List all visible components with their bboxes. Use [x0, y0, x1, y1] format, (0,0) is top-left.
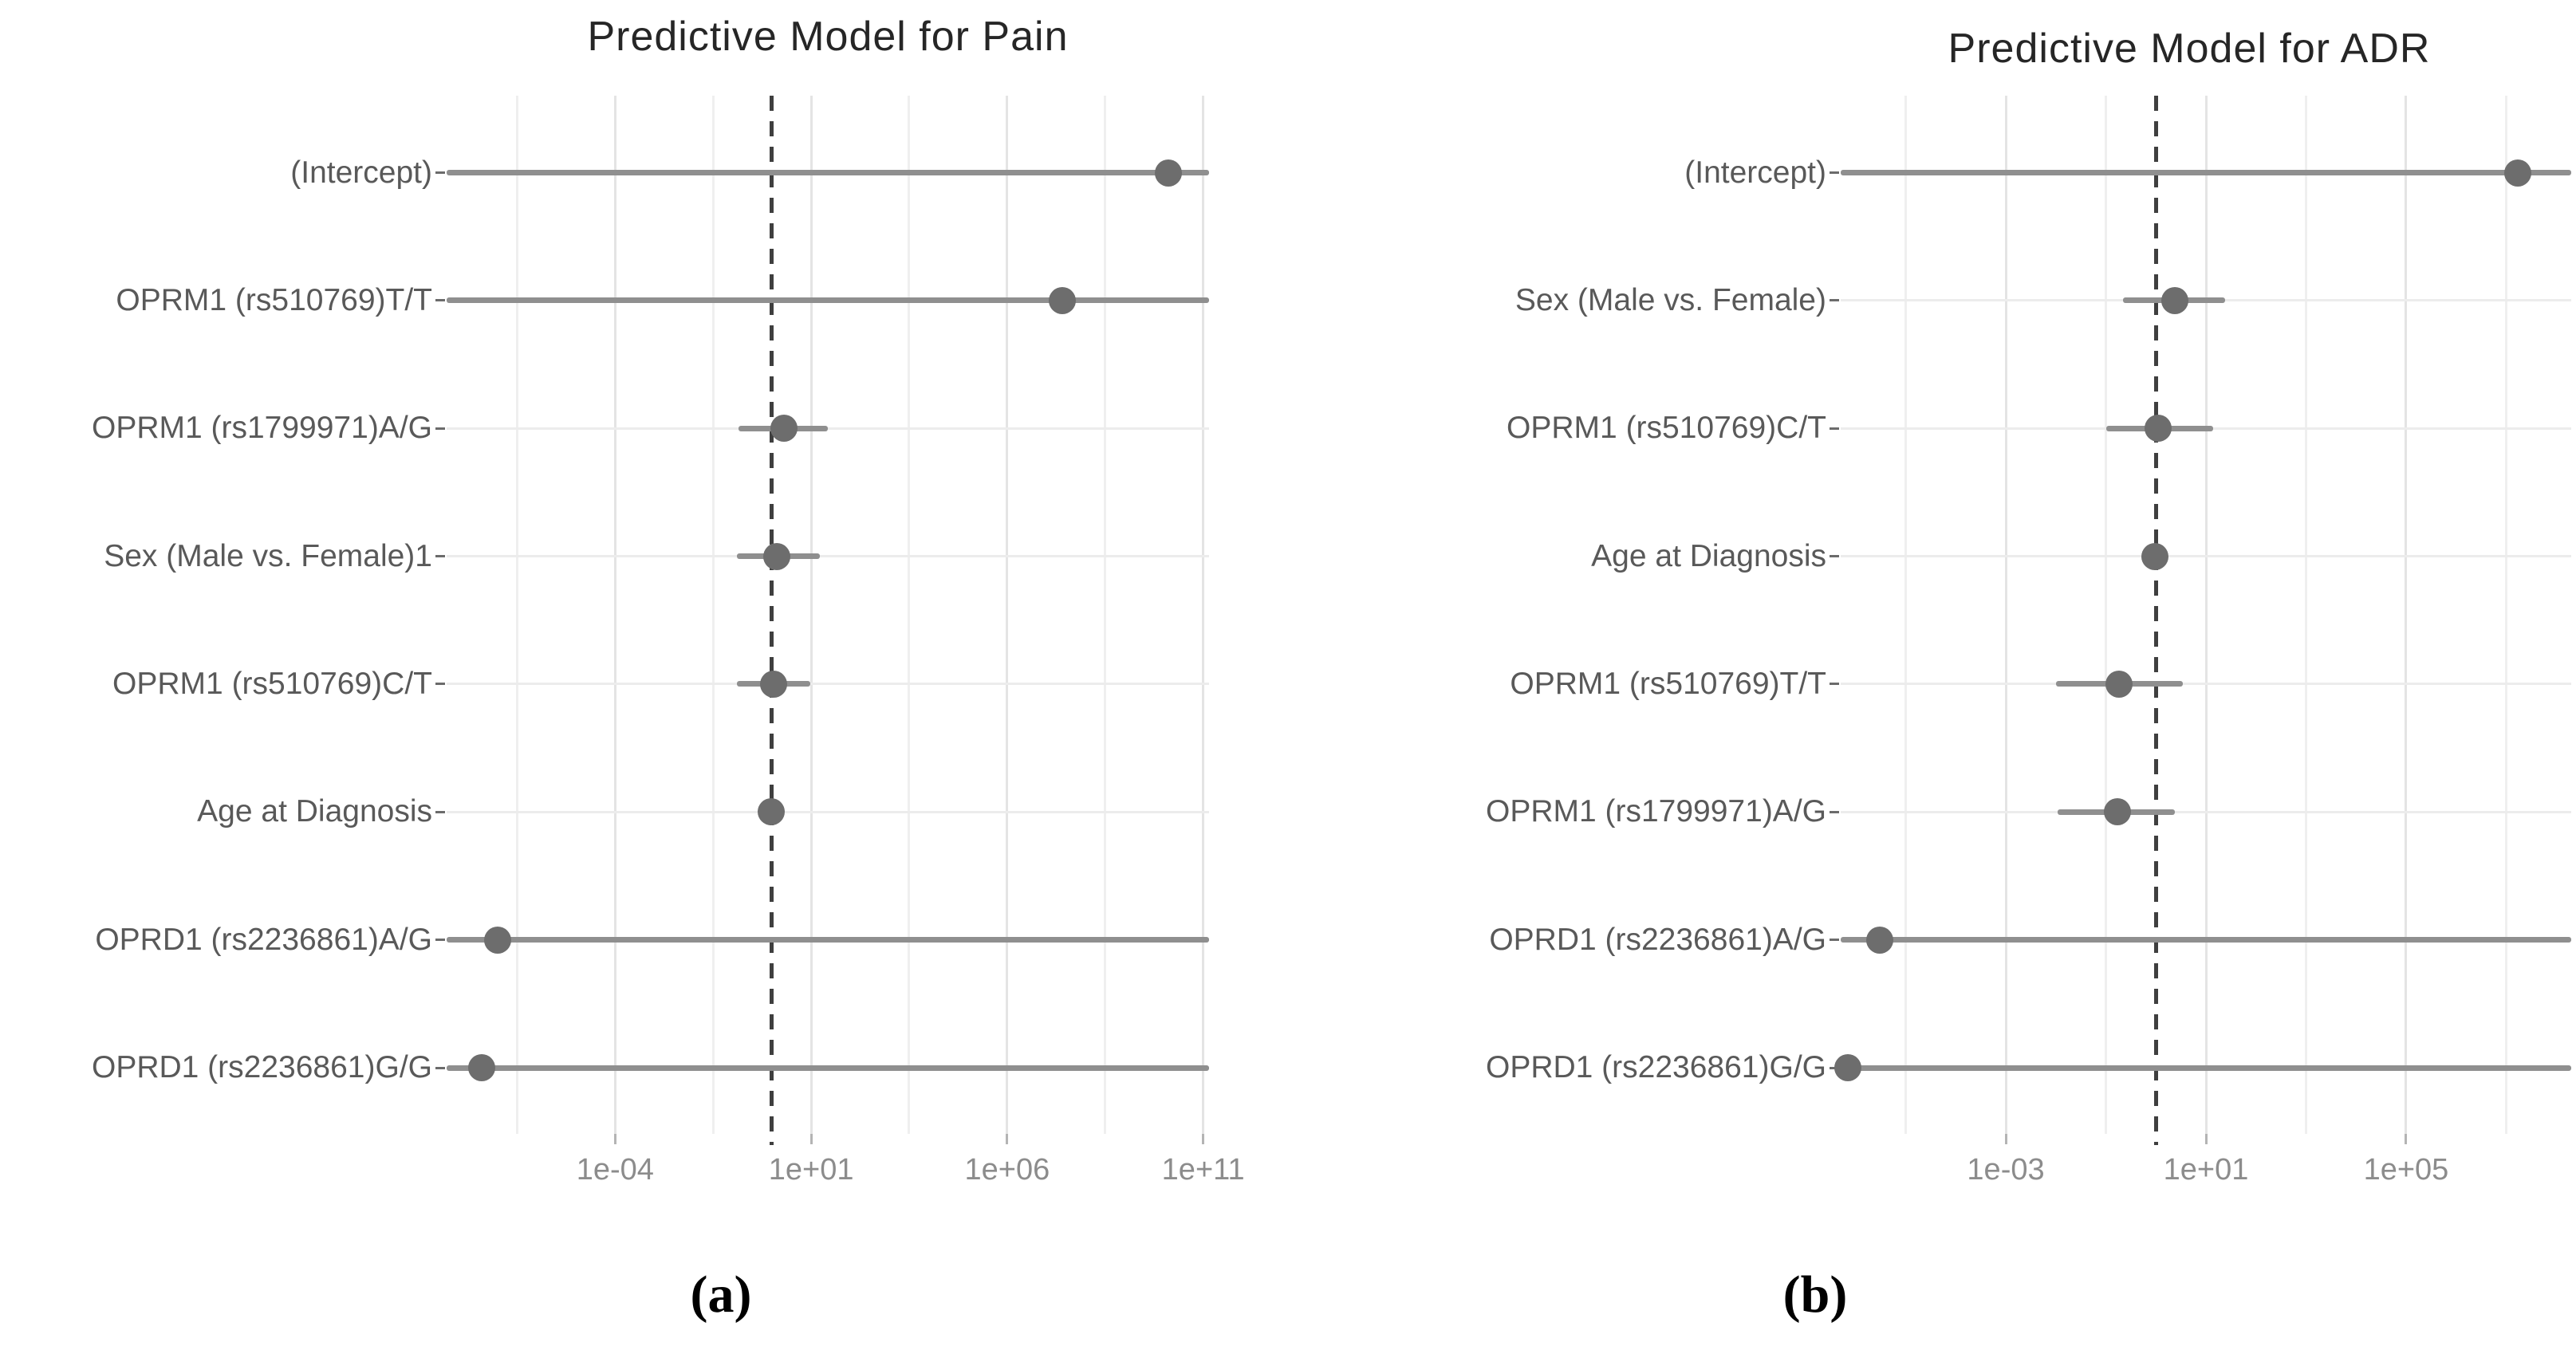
y-axis-label: OPRM1 (rs1799971)A/G [91, 411, 432, 446]
y-axis-tick [1830, 939, 1839, 942]
confidence-interval-line [447, 170, 1209, 175]
row-gridline [1841, 555, 2571, 558]
y-axis-label: OPRM1 (rs1799971)A/G [1485, 794, 1826, 829]
x-axis-tick [1006, 1134, 1009, 1144]
y-axis-label: OPRD1 (rs2236861)A/G [95, 922, 432, 957]
odds-ratio-point [483, 926, 511, 954]
row-gridline [1841, 683, 2571, 686]
y-axis-tick [435, 939, 445, 942]
subfigure-caption-a: (a) [690, 1265, 752, 1324]
odds-ratio-point [2105, 670, 2133, 698]
y-axis-label: OPRM1 (rs510769)T/T [116, 282, 432, 317]
odds-ratio-point [770, 415, 798, 443]
odds-ratio-point [2141, 542, 2168, 570]
major-gridline [2004, 96, 2007, 1134]
y-axis-tick [1830, 427, 1839, 430]
confidence-interval-line [447, 937, 1209, 943]
y-axis-label: OPRD1 (rs2236861)G/G [1485, 1050, 1826, 1085]
major-gridline [2405, 96, 2408, 1134]
reference-line-or1 [2153, 96, 2158, 1145]
minor-gridline [2105, 96, 2108, 1134]
confidence-interval-line [1841, 937, 2571, 943]
y-axis-tick [435, 299, 445, 302]
y-axis-label: OPRM1 (rs510769)T/T [1510, 666, 1826, 701]
x-tick-label: 1e-03 [1967, 1153, 2045, 1187]
odds-ratio-point [2161, 286, 2189, 314]
x-axis-tick [2405, 1134, 2408, 1144]
minor-gridline [1104, 96, 1107, 1134]
odds-ratio-point [762, 542, 790, 570]
subfigure-caption-b: (b) [1782, 1265, 1848, 1324]
minor-gridline [908, 96, 911, 1134]
row-gridline [447, 555, 1209, 558]
y-axis-tick [1830, 555, 1839, 558]
minor-gridline [2304, 96, 2307, 1134]
y-axis-label: OPRM1 (rs510769)C/T [1507, 411, 1826, 446]
y-axis-tick [435, 171, 445, 174]
y-axis-label: Sex (Male vs. Female)1 [104, 538, 432, 573]
confidence-interval-line [1841, 1065, 2571, 1071]
y-axis-tick [435, 1066, 445, 1069]
odds-ratio-point [468, 1054, 496, 1082]
x-tick-label: 1e+01 [2163, 1153, 2249, 1187]
major-gridline [1006, 96, 1009, 1134]
x-axis-tick [809, 1134, 813, 1144]
y-axis-tick [435, 683, 445, 686]
y-axis-label: OPRD1 (rs2236861)G/G [91, 1050, 432, 1085]
minor-gridline [515, 96, 518, 1134]
confidence-interval-line [1841, 170, 2571, 175]
major-gridline [613, 96, 616, 1134]
minor-gridline [1904, 96, 1908, 1134]
odds-ratio-point [2103, 798, 2131, 826]
y-axis-label: (Intercept) [290, 155, 432, 190]
odds-ratio-point [759, 670, 787, 698]
y-axis-tick [435, 810, 445, 813]
reference-line-or1 [770, 96, 774, 1145]
x-tick-label: 1e+06 [964, 1153, 1050, 1187]
odds-ratio-point [1155, 159, 1183, 187]
x-tick-label: 1e+11 [1161, 1153, 1245, 1187]
y-axis-tick [1830, 171, 1839, 174]
x-axis-tick [2004, 1134, 2007, 1144]
major-gridline [809, 96, 813, 1134]
odds-ratio-point [1834, 1054, 1862, 1082]
row-gridline [447, 810, 1209, 813]
y-axis-label: OPRM1 (rs510769)C/T [112, 666, 432, 701]
x-tick-label: 1e-04 [576, 1153, 654, 1187]
x-tick-label: 1e+01 [768, 1153, 854, 1187]
y-axis-label: (Intercept) [1684, 155, 1826, 190]
confidence-interval-line [447, 297, 1209, 304]
odds-ratio-point [1865, 926, 1893, 954]
minor-gridline [2504, 96, 2507, 1134]
y-axis-tick [1830, 683, 1839, 686]
x-axis-tick [2204, 1134, 2208, 1144]
x-axis-tick [613, 1134, 616, 1144]
y-axis-tick [1830, 810, 1839, 813]
x-tick-label: 1e+05 [2363, 1153, 2449, 1187]
minor-gridline [711, 96, 715, 1134]
major-gridline [2204, 96, 2208, 1134]
y-axis-label: Age at Diagnosis [197, 794, 432, 829]
y-axis-label: OPRD1 (rs2236861)A/G [1489, 922, 1826, 957]
y-axis-tick [435, 555, 445, 558]
y-axis-label: Age at Diagnosis [1591, 538, 1826, 573]
odds-ratio-point [2503, 159, 2531, 187]
x-axis-tick [1202, 1134, 1205, 1144]
y-axis-label: Sex (Male vs. Female) [1514, 282, 1826, 317]
confidence-interval-line [447, 1065, 1209, 1071]
odds-ratio-point [758, 798, 786, 826]
major-gridline [1202, 96, 1205, 1134]
odds-ratio-point [2144, 415, 2172, 443]
y-axis-tick [1830, 1066, 1839, 1069]
odds-ratio-point [1048, 286, 1076, 314]
row-gridline [447, 683, 1209, 686]
y-axis-tick [1830, 299, 1839, 302]
y-axis-tick [435, 427, 445, 430]
plot-b-title: Predictive Model for ADR [1948, 26, 2431, 72]
row-gridline [1841, 810, 2571, 813]
plot-a-title: Predictive Model for Pain [587, 14, 1069, 60]
